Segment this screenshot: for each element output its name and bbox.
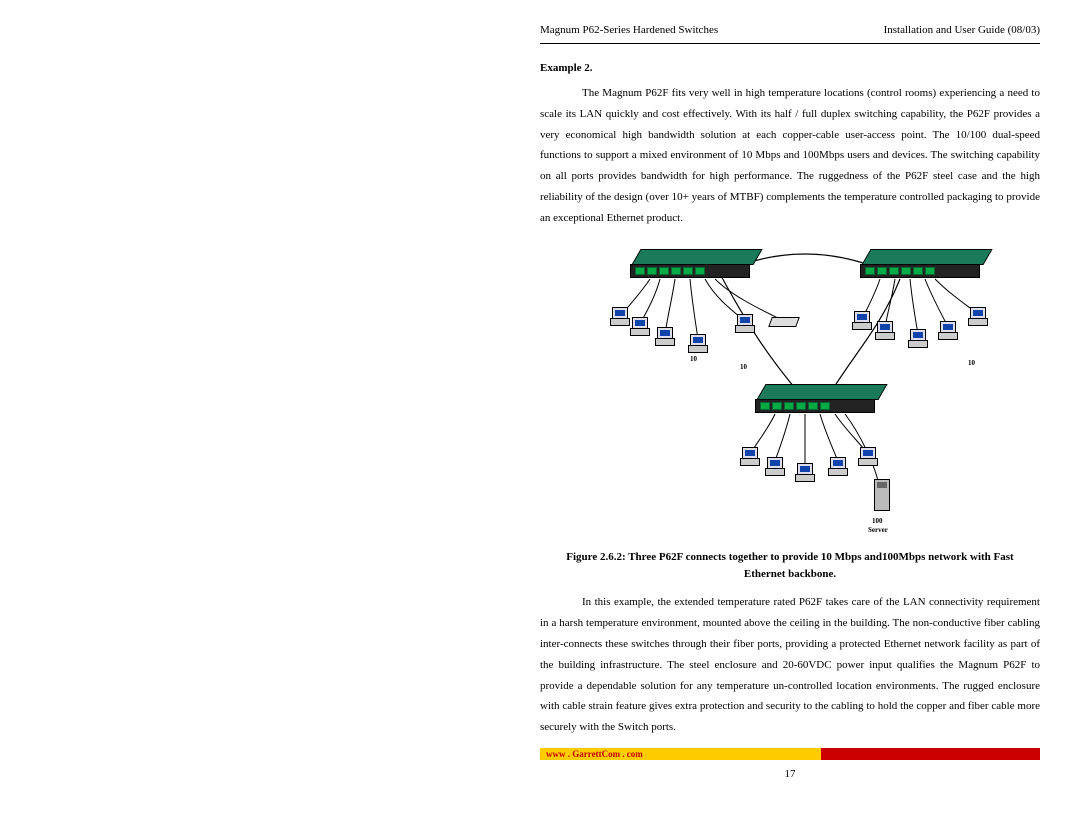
pc-icon xyxy=(740,447,758,465)
network-diagram: 10 10 10 100 Server xyxy=(580,239,1000,539)
pc-icon xyxy=(795,463,813,481)
switch-3 xyxy=(755,384,875,414)
speed-label: 10 xyxy=(740,361,747,374)
pc-icon xyxy=(630,317,648,335)
speed-label: 10 xyxy=(968,357,975,370)
paragraph-2: In this example, the extended temperatur… xyxy=(540,592,1040,738)
server-label: Server xyxy=(868,524,888,537)
pc-icon xyxy=(688,334,706,352)
switch-2 xyxy=(860,249,980,279)
header-right: Installation and User Guide (08/03) xyxy=(884,20,1040,41)
header-left: Magnum P62-Series Hardened Switches xyxy=(540,20,718,41)
footer-bar: www . GarrettCom . com xyxy=(540,748,1040,760)
pc-icon xyxy=(908,329,926,347)
footer-accent xyxy=(821,748,1040,760)
page-header: Magnum P62-Series Hardened Switches Inst… xyxy=(540,20,1040,44)
speed-label: 10 xyxy=(690,353,697,366)
example-heading: Example 2. xyxy=(540,58,1040,79)
pc-icon xyxy=(828,457,846,475)
switch-1 xyxy=(630,249,750,279)
document-page: Magnum P62-Series Hardened Switches Inst… xyxy=(540,20,1040,785)
pc-icon xyxy=(610,307,628,325)
figure-caption: Figure 2.6.2: Three P62F connects togeth… xyxy=(550,549,1030,582)
paragraph-1: The Magnum P62F fits very well in high t… xyxy=(540,83,1040,229)
pc-icon xyxy=(852,311,870,329)
pc-icon xyxy=(765,457,783,475)
pc-icon xyxy=(735,314,753,332)
server-icon xyxy=(874,479,890,511)
pc-icon xyxy=(858,447,876,465)
footer-url: www . GarrettCom . com xyxy=(540,748,821,760)
page-number: 17 xyxy=(540,764,1040,785)
pc-icon xyxy=(875,321,893,339)
pc-icon xyxy=(968,307,986,325)
pc-icon xyxy=(655,327,673,345)
pc-icon xyxy=(938,321,956,339)
hub-icon xyxy=(768,317,800,327)
